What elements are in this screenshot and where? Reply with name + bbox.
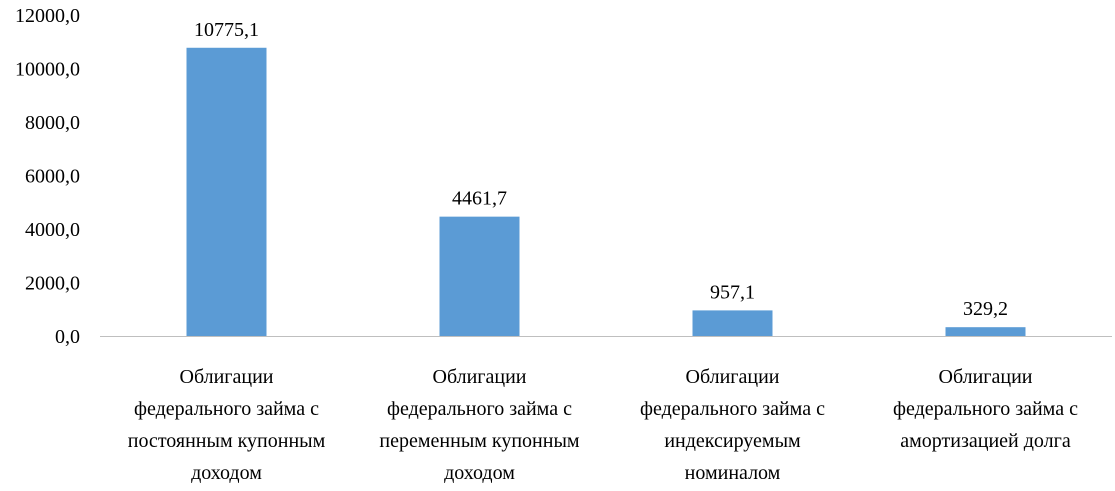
- category-label: Облигации федерального займа с постоянным …: [128, 366, 326, 484]
- category-label: Облигации федерального займа с амортизацие…: [893, 366, 1078, 452]
- y-tick-label: 10000,0: [15, 59, 80, 81]
- bar: [692, 310, 773, 336]
- category-label: Облигации федерального займа с переменным …: [379, 366, 579, 484]
- category-label-line: Облигации: [180, 366, 274, 388]
- category-label-line: номиналом: [685, 462, 781, 484]
- category-label-line: доходом: [191, 462, 262, 484]
- category-label-line: индексируемым: [664, 430, 801, 452]
- bar-value-label: 4461,7: [452, 188, 507, 210]
- category-label-line: федерального займа с: [387, 398, 572, 420]
- category-label: Облигации федерального займа с индексируем…: [640, 366, 825, 484]
- bar: [186, 47, 267, 336]
- bar: [439, 216, 520, 336]
- category-label-line: федерального займа с: [640, 398, 825, 420]
- bar-value-label: 10775,1: [194, 19, 259, 41]
- data-labels-group: 10775,1 4461,7 957,1 329,2: [194, 19, 1008, 320]
- y-tick-label: 2000,0: [25, 273, 80, 295]
- category-label-line: амортизацией долга: [900, 430, 1071, 452]
- category-label-line: переменным купонным: [379, 430, 579, 452]
- bar: [945, 327, 1026, 336]
- bar-value-label: 329,2: [963, 298, 1008, 320]
- y-tick-label: 0,0: [55, 326, 80, 348]
- y-tick-label: 4000,0: [25, 219, 80, 241]
- y-axis-ticks: 0,0 2000,0 4000,0 6000,0 8000,0 10000,0 12000,…: [15, 5, 80, 348]
- category-labels-group: Облигации федерального займа с постоянным …: [128, 366, 1078, 484]
- bars-group: [186, 47, 1026, 336]
- category-label-line: Облигации: [433, 366, 527, 388]
- category-label-line: постоянным купонным: [128, 430, 326, 452]
- category-label-line: федерального займа с: [134, 398, 319, 420]
- y-tick-label: 8000,0: [25, 112, 80, 134]
- category-label-line: Облигации: [686, 366, 780, 388]
- category-label-line: федерального займа с: [893, 398, 1078, 420]
- bar-value-label: 957,1: [710, 281, 755, 303]
- y-tick-label: 6000,0: [25, 166, 80, 188]
- y-tick-label: 12000,0: [15, 5, 80, 27]
- category-label-line: доходом: [444, 462, 515, 484]
- category-label-line: Облигации: [939, 366, 1033, 388]
